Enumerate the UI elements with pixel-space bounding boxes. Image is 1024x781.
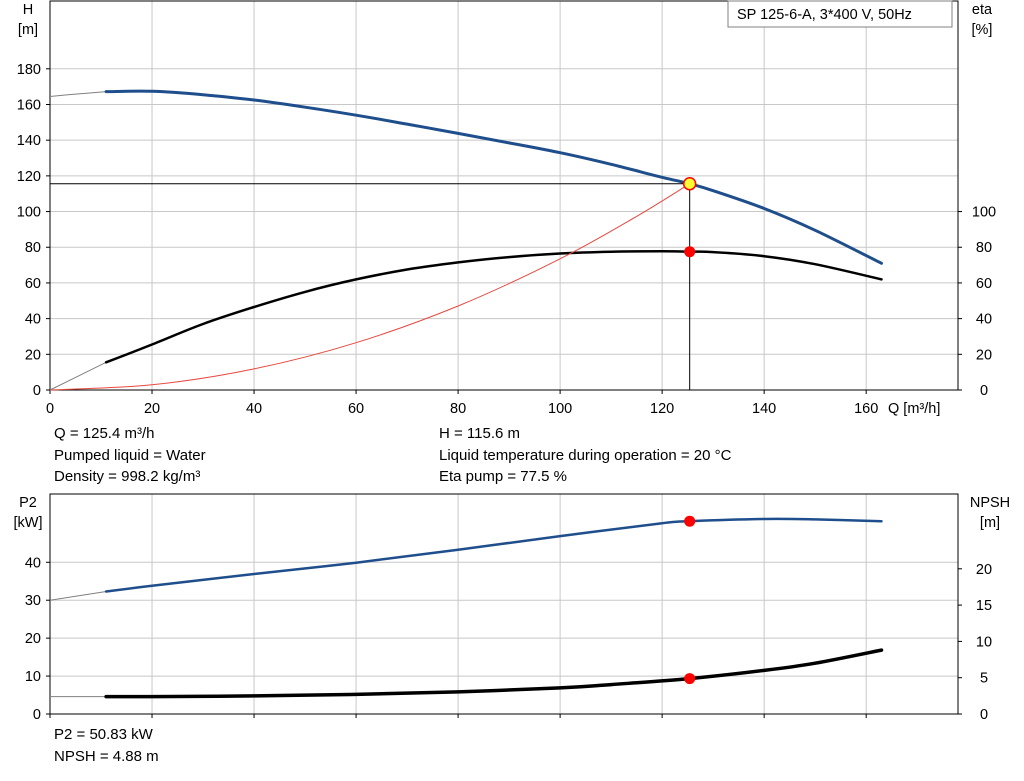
duty-point-efficiency-marker xyxy=(684,246,696,258)
top-x-axis-title: Q [m³/h] xyxy=(888,401,940,417)
top-y-left-tick-label-180: 180 xyxy=(17,62,41,78)
top-x-tick-label-120: 120 xyxy=(650,401,674,417)
top-x-tick-label-160: 160 xyxy=(854,401,878,417)
top-y-left-title: H xyxy=(23,2,33,18)
info-flow-rate: Q = 125.4 m³/h xyxy=(54,425,155,442)
pump-label: SP 125-6-A, 3*400 V, 50Hz xyxy=(737,7,912,23)
top-y-left-tick-label-60: 60 xyxy=(25,276,41,292)
info-power: P2 = 50.83 kW xyxy=(54,726,153,743)
top-y-right-tick-label-0: 0 xyxy=(980,383,988,399)
power-curve xyxy=(104,517,883,593)
power-curve-extrapolation xyxy=(49,591,107,601)
top-y-left-tick-label-120: 120 xyxy=(17,169,41,185)
pump-label-box xyxy=(727,0,953,28)
info-right: H = 115.6 m Liquid temperature during op… xyxy=(439,423,731,488)
duty-point-npsh-marker xyxy=(684,673,696,685)
top-x-tick-label-20: 20 xyxy=(144,401,160,417)
info-head: H = 115.6 m xyxy=(439,425,521,442)
top-y-right-tick-label-20: 20 xyxy=(976,347,992,363)
head-curve-extrapolation xyxy=(49,91,107,97)
top-y-right-tick-label-100: 100 xyxy=(972,205,996,221)
duty-point-power-marker xyxy=(684,515,696,527)
bottom-y-left-tick-label-30: 30 xyxy=(25,593,41,609)
top-y-right-tick-label-60: 60 xyxy=(976,276,992,292)
bottom-y-right-tick-label-5: 5 xyxy=(980,671,988,687)
head-curve xyxy=(104,89,883,265)
bottom-y-right-tick-label-0: 0 xyxy=(980,707,988,723)
bottom-y-right-title: NPSH xyxy=(970,495,1010,511)
info-npsh: NPSH = 4.88 m xyxy=(54,747,159,765)
top-y-left-tick-label-80: 80 xyxy=(25,240,41,256)
info-eta-pump: Eta pump = 77.5 % xyxy=(439,468,567,485)
top-y-left-tick-label-40: 40 xyxy=(25,312,41,328)
info-left: Q = 125.4 m³/h Pumped liquid = Water Den… xyxy=(54,423,206,488)
bottom-y-left-tick-label-20: 20 xyxy=(25,631,41,647)
top-y-right-tick-label-40: 40 xyxy=(976,312,992,328)
top-y-right-title: eta xyxy=(972,2,993,18)
top-x-tick-label-40: 40 xyxy=(246,401,262,417)
system-curve xyxy=(49,183,690,391)
top-x-tick-label-80: 80 xyxy=(450,401,466,417)
bottom-y-left-unit: [kW] xyxy=(14,515,43,531)
top-y-right-tick-label-80: 80 xyxy=(976,240,992,256)
info-liquid-temperature: Liquid temperature during operation = 20… xyxy=(439,446,732,464)
top-y-left-tick-label-160: 160 xyxy=(17,97,41,113)
top-plot-frame xyxy=(49,0,959,391)
bottom-y-left-tick-label-10: 10 xyxy=(25,669,41,685)
top-y-left-tick-label-20: 20 xyxy=(25,347,41,363)
npsh-curve xyxy=(104,648,884,699)
top-x-tick-label-0: 0 xyxy=(46,401,54,417)
top-x-tick-label-140: 140 xyxy=(752,401,776,417)
bottom-y-right-tick-label-15: 15 xyxy=(976,598,992,614)
top-y-left-unit: [m] xyxy=(18,22,38,38)
info-density: Density = 998.2 kg/m³ xyxy=(54,468,201,485)
info-bottom: P2 = 50.83 kW NPSH = 4.88 m xyxy=(54,724,159,767)
efficiency-curve-extrapolation xyxy=(49,361,107,391)
bottom-y-left-tick-label-0: 0 xyxy=(33,707,41,723)
efficiency-curve xyxy=(104,250,883,364)
top-x-tick-label-60: 60 xyxy=(348,401,364,417)
bottom-y-right-tick-label-20: 20 xyxy=(976,562,992,578)
top-y-right-unit: [%] xyxy=(972,22,993,38)
bottom-y-left-title: P2 xyxy=(19,495,37,511)
top-y-left-tick-label-140: 140 xyxy=(17,133,41,149)
top-y-left-tick-label-0: 0 xyxy=(33,383,41,399)
bottom-y-right-tick-label-10: 10 xyxy=(976,634,992,650)
bottom-y-left-tick-label-40: 40 xyxy=(25,555,41,571)
bottom-plot-frame xyxy=(49,493,959,715)
top-y-left-tick-label-100: 100 xyxy=(17,205,41,221)
top-x-tick-label-100: 100 xyxy=(548,401,572,417)
bottom-y-right-unit: [m] xyxy=(980,515,1000,531)
info-pumped-liquid: Pumped liquid = Water xyxy=(54,446,206,464)
duty-point-head-marker xyxy=(682,176,697,191)
